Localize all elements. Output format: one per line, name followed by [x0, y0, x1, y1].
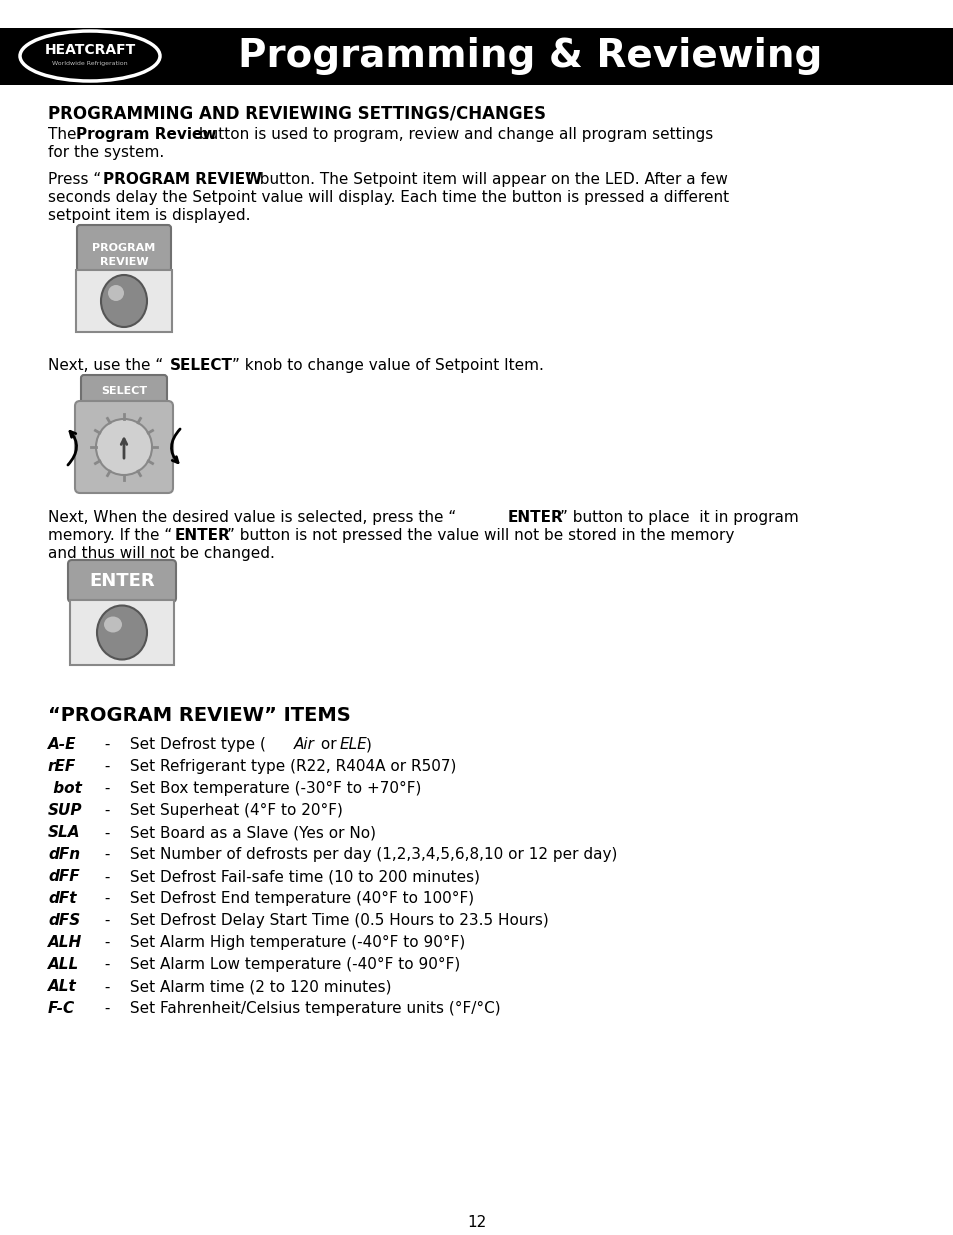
Ellipse shape	[20, 31, 160, 82]
Text: -    Set Defrost End temperature (40°F to 100°F): - Set Defrost End temperature (40°F to 1…	[100, 890, 474, 906]
Ellipse shape	[108, 285, 124, 301]
Bar	[70, 600, 173, 664]
Text: PROGRAMMING AND REVIEWING SETTINGS/CHANGES: PROGRAMMING AND REVIEWING SETTINGS/CHANG…	[48, 105, 545, 124]
Bar	[76, 270, 172, 332]
Text: “PROGRAM REVIEW” ITEMS: “PROGRAM REVIEW” ITEMS	[48, 706, 351, 725]
Text: ELE: ELE	[339, 737, 367, 752]
Text: ALt: ALt	[48, 979, 76, 994]
Text: -    Set Fahrenheit/Celsius temperature units (°F/°C): - Set Fahrenheit/Celsius temperature uni…	[100, 1002, 500, 1016]
Text: dFF: dFF	[48, 869, 79, 884]
Circle shape	[96, 419, 152, 475]
Text: ALH: ALH	[48, 935, 82, 950]
Text: button is used to program, review and change all program settings: button is used to program, review and ch…	[193, 127, 713, 142]
Text: dFt: dFt	[48, 890, 76, 906]
Text: -    Set Board as a Slave (Yes or No): - Set Board as a Slave (Yes or No)	[100, 825, 375, 840]
Text: ” button is not pressed the value will not be stored in the memory: ” button is not pressed the value will n…	[227, 529, 734, 543]
Text: Press “: Press “	[48, 172, 101, 186]
Text: bot: bot	[48, 781, 82, 797]
Text: -    Set Box temperature (-30°F to +70°F): - Set Box temperature (-30°F to +70°F)	[100, 781, 421, 797]
Text: dFS: dFS	[48, 913, 80, 927]
Text: Program Review: Program Review	[76, 127, 216, 142]
Text: -    Set Alarm time (2 to 120 minutes): - Set Alarm time (2 to 120 minutes)	[100, 979, 391, 994]
Bar	[0, 28, 953, 85]
Text: setpoint item is displayed.: setpoint item is displayed.	[48, 207, 251, 224]
Text: -    Set Defrost Fail-safe time (10 to 200 minutes): - Set Defrost Fail-safe time (10 to 200 …	[100, 869, 479, 884]
Text: or: or	[315, 737, 341, 752]
FancyBboxPatch shape	[77, 225, 171, 270]
Text: -    Set Defrost Delay Start Time (0.5 Hours to 23.5 Hours): - Set Defrost Delay Start Time (0.5 Hour…	[100, 913, 548, 927]
Text: ALL: ALL	[48, 957, 79, 972]
Text: -    Set Superheat (4°F to 20°F): - Set Superheat (4°F to 20°F)	[100, 803, 342, 818]
Ellipse shape	[97, 605, 147, 659]
Text: REVIEW: REVIEW	[99, 257, 148, 267]
Text: A-E: A-E	[48, 737, 76, 752]
Text: SELECT: SELECT	[101, 387, 147, 396]
Text: memory. If the “: memory. If the “	[48, 529, 172, 543]
FancyBboxPatch shape	[68, 559, 175, 601]
Text: ENTER: ENTER	[174, 529, 231, 543]
FancyBboxPatch shape	[75, 401, 172, 493]
Text: -    Set Alarm Low temperature (-40°F to 90°F): - Set Alarm Low temperature (-40°F to 90…	[100, 957, 459, 972]
Text: -    Set Defrost type (: - Set Defrost type (	[100, 737, 266, 752]
Text: The: The	[48, 127, 81, 142]
Text: ” knob to change value of Setpoint Item.: ” knob to change value of Setpoint Item.	[232, 358, 543, 373]
Text: Next, use the “: Next, use the “	[48, 358, 163, 373]
Text: ENTER: ENTER	[89, 572, 154, 590]
Text: SUP: SUP	[48, 803, 82, 818]
Text: for the system.: for the system.	[48, 144, 164, 161]
Text: Next, When the desired value is selected, press the “: Next, When the desired value is selected…	[48, 510, 456, 525]
Text: SELECT: SELECT	[170, 358, 233, 373]
Text: -    Set Number of defrosts per day (1,2,3,4,5,6,8,10 or 12 per day): - Set Number of defrosts per day (1,2,3,…	[100, 847, 617, 862]
Text: F-C: F-C	[48, 1002, 75, 1016]
FancyBboxPatch shape	[81, 375, 167, 408]
Text: ENTER: ENTER	[507, 510, 563, 525]
Text: Air: Air	[294, 737, 314, 752]
Text: Worldwide Refrigeration: Worldwide Refrigeration	[52, 62, 128, 67]
Text: Programming & Reviewing: Programming & Reviewing	[237, 37, 821, 75]
Text: -    Set Alarm High temperature (-40°F to 90°F): - Set Alarm High temperature (-40°F to 9…	[100, 935, 465, 950]
Text: and thus will not be changed.: and thus will not be changed.	[48, 546, 274, 561]
Text: rEF: rEF	[48, 760, 76, 774]
Text: ” button. The Setpoint item will appear on the LED. After a few: ” button. The Setpoint item will appear …	[247, 172, 727, 186]
Text: dFn: dFn	[48, 847, 80, 862]
Text: ” button to place  it in program: ” button to place it in program	[559, 510, 798, 525]
Text: HEATCRAFT: HEATCRAFT	[45, 43, 135, 57]
Text: PROGRAM REVIEW: PROGRAM REVIEW	[103, 172, 262, 186]
Text: 12: 12	[467, 1215, 486, 1230]
Text: SLA: SLA	[48, 825, 80, 840]
Text: PROGRAM: PROGRAM	[92, 243, 155, 253]
Ellipse shape	[104, 616, 122, 632]
Text: seconds delay the Setpoint value will display. Each time the button is pressed a: seconds delay the Setpoint value will di…	[48, 190, 728, 205]
Text: -    Set Refrigerant type (R22, R404A or R507): - Set Refrigerant type (R22, R404A or R5…	[100, 760, 456, 774]
Text: ): )	[366, 737, 372, 752]
Ellipse shape	[101, 275, 147, 327]
